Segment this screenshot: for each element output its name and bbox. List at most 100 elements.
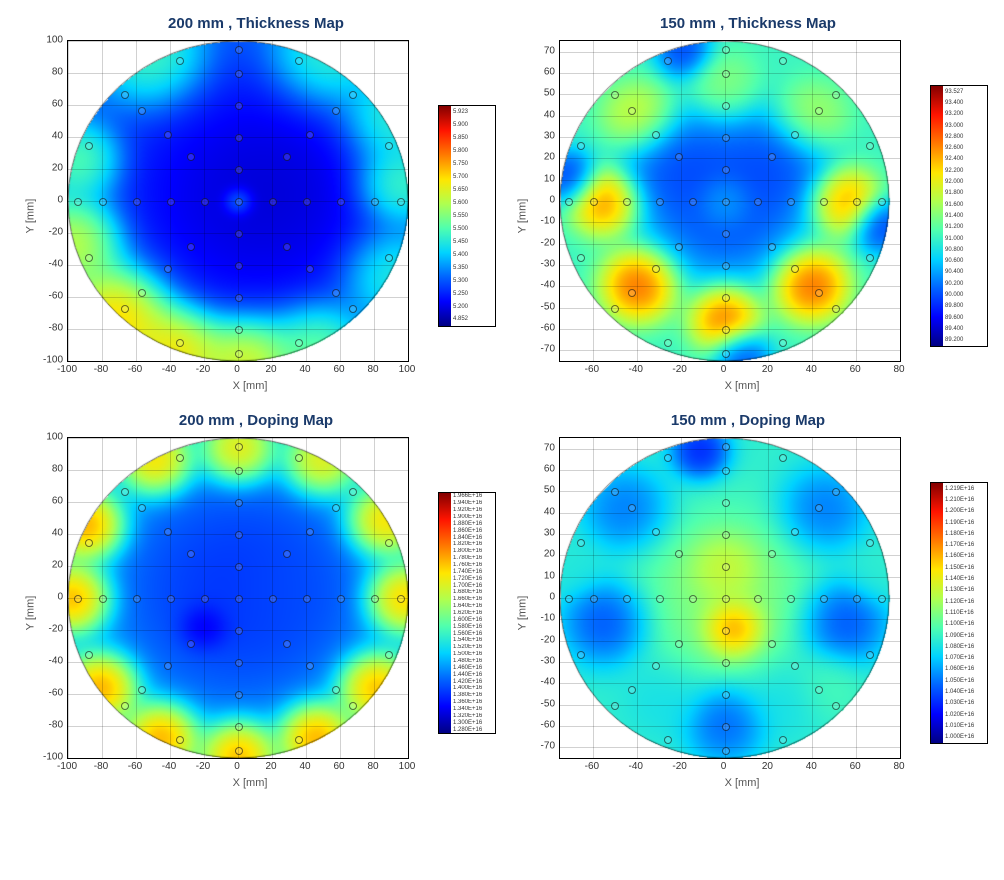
y-tick: 30 [544, 528, 555, 539]
y-tick: -80 [49, 720, 63, 731]
chart-title: 200 mm , Doping Map [15, 412, 497, 429]
y-tick: 80 [52, 464, 63, 475]
panel-150mm-doping: 150 mm , Doping MapY [mm]-70-60-50-40-30… [507, 412, 989, 789]
x-tick: 80 [893, 761, 904, 772]
y-tick: -40 [49, 259, 63, 270]
x-tick: 40 [806, 761, 817, 772]
x-tick: -60 [585, 364, 599, 375]
y-tick: 20 [52, 560, 63, 571]
y-tick: -50 [541, 301, 555, 312]
y-tick: -80 [49, 323, 63, 334]
x-axis-label: X [mm] [559, 380, 925, 392]
y-tick: -40 [541, 677, 555, 688]
y-tick: 100 [46, 35, 63, 46]
x-axis-label: X [mm] [559, 777, 925, 789]
x-tick: 20 [762, 364, 773, 375]
y-tick: -40 [541, 280, 555, 291]
x-axis-label: X [mm] [67, 380, 433, 392]
y-tick: 60 [544, 464, 555, 475]
wafer-heatmap [67, 40, 409, 362]
wafer-heatmap [559, 437, 901, 759]
x-tick: -100 [57, 364, 77, 375]
y-tick: -10 [541, 216, 555, 227]
y-tick: 80 [52, 67, 63, 78]
wafer-heatmap [67, 437, 409, 759]
y-tick: 0 [57, 592, 63, 603]
y-tick: -60 [49, 291, 63, 302]
x-tick: 20 [265, 364, 276, 375]
x-tick: 0 [234, 364, 240, 375]
x-tick: -20 [196, 761, 210, 772]
x-tick: 60 [850, 761, 861, 772]
panel-200mm-doping: 200 mm , Doping MapY [mm]-100-80-60-40-2… [15, 412, 497, 789]
y-tick: 60 [52, 496, 63, 507]
x-tick: -60 [585, 761, 599, 772]
y-tick: -60 [541, 323, 555, 334]
y-tick: 20 [52, 163, 63, 174]
wafer-heatmap [559, 40, 901, 362]
panel-150mm-thickness: 150 mm , Thickness MapY [mm]-70-60-50-40… [507, 15, 989, 392]
x-tick: 60 [333, 364, 344, 375]
panel-200mm-thickness: 200 mm , Thickness MapY [mm]-100-80-60-4… [15, 15, 497, 392]
x-tick: 100 [399, 364, 416, 375]
y-tick: 100 [46, 432, 63, 443]
colorbar: 1.966E+161.940E+161.920E+161.900E+161.88… [438, 492, 496, 734]
y-tick: -70 [541, 344, 555, 355]
x-tick: -100 [57, 761, 77, 772]
x-axis-label: X [mm] [67, 777, 433, 789]
panel-grid: 200 mm , Thickness MapY [mm]-100-80-60-4… [15, 15, 989, 789]
y-tick: 20 [544, 549, 555, 560]
y-tick: 50 [544, 88, 555, 99]
x-tick: 60 [850, 364, 861, 375]
chart-title: 150 mm , Thickness Map [507, 15, 989, 32]
y-tick: 40 [52, 528, 63, 539]
y-tick: 70 [544, 442, 555, 453]
x-tick: -80 [94, 761, 108, 772]
y-tick: 50 [544, 485, 555, 496]
x-tick: -20 [672, 364, 686, 375]
y-tick: -20 [541, 634, 555, 645]
x-tick: 20 [265, 761, 276, 772]
x-tick: -20 [196, 364, 210, 375]
x-tick: 100 [399, 761, 416, 772]
x-tick: -60 [128, 761, 142, 772]
y-tick: 40 [544, 506, 555, 517]
y-tick: 10 [544, 173, 555, 184]
x-tick: 80 [367, 364, 378, 375]
x-tick: 80 [893, 364, 904, 375]
y-tick: 40 [544, 109, 555, 120]
colorbar: 93.52793.40093.20093.00092.80092.60092.4… [930, 85, 988, 347]
x-tick: -20 [672, 761, 686, 772]
y-tick: 70 [544, 45, 555, 56]
y-tick: -70 [541, 741, 555, 752]
y-tick: 10 [544, 570, 555, 581]
x-tick: 0 [234, 761, 240, 772]
x-tick: 40 [299, 761, 310, 772]
y-tick: 0 [549, 195, 555, 206]
y-tick: -40 [49, 656, 63, 667]
y-tick: 60 [52, 99, 63, 110]
x-tick: 0 [721, 761, 727, 772]
y-tick: -30 [541, 259, 555, 270]
x-tick: -60 [128, 364, 142, 375]
chart-title: 200 mm , Thickness Map [15, 15, 497, 32]
x-tick: -40 [162, 364, 176, 375]
y-tick: -20 [49, 624, 63, 635]
y-tick: 40 [52, 131, 63, 142]
y-tick: -30 [541, 656, 555, 667]
y-tick: -50 [541, 698, 555, 709]
y-tick: 0 [549, 592, 555, 603]
y-tick: 60 [544, 67, 555, 78]
colorbar: 1.219E+161.210E+161.200E+161.190E+161.18… [930, 482, 988, 744]
x-tick: -40 [629, 364, 643, 375]
y-tick: -60 [541, 720, 555, 731]
x-tick: 20 [762, 761, 773, 772]
x-tick: 40 [299, 364, 310, 375]
x-tick: -80 [94, 364, 108, 375]
x-tick: 0 [721, 364, 727, 375]
y-tick: 30 [544, 131, 555, 142]
colorbar: 5.9235.9005.8505.8005.7505.7005.6505.600… [438, 105, 496, 327]
chart-title: 150 mm , Doping Map [507, 412, 989, 429]
y-tick: 0 [57, 195, 63, 206]
y-tick: -10 [541, 613, 555, 624]
